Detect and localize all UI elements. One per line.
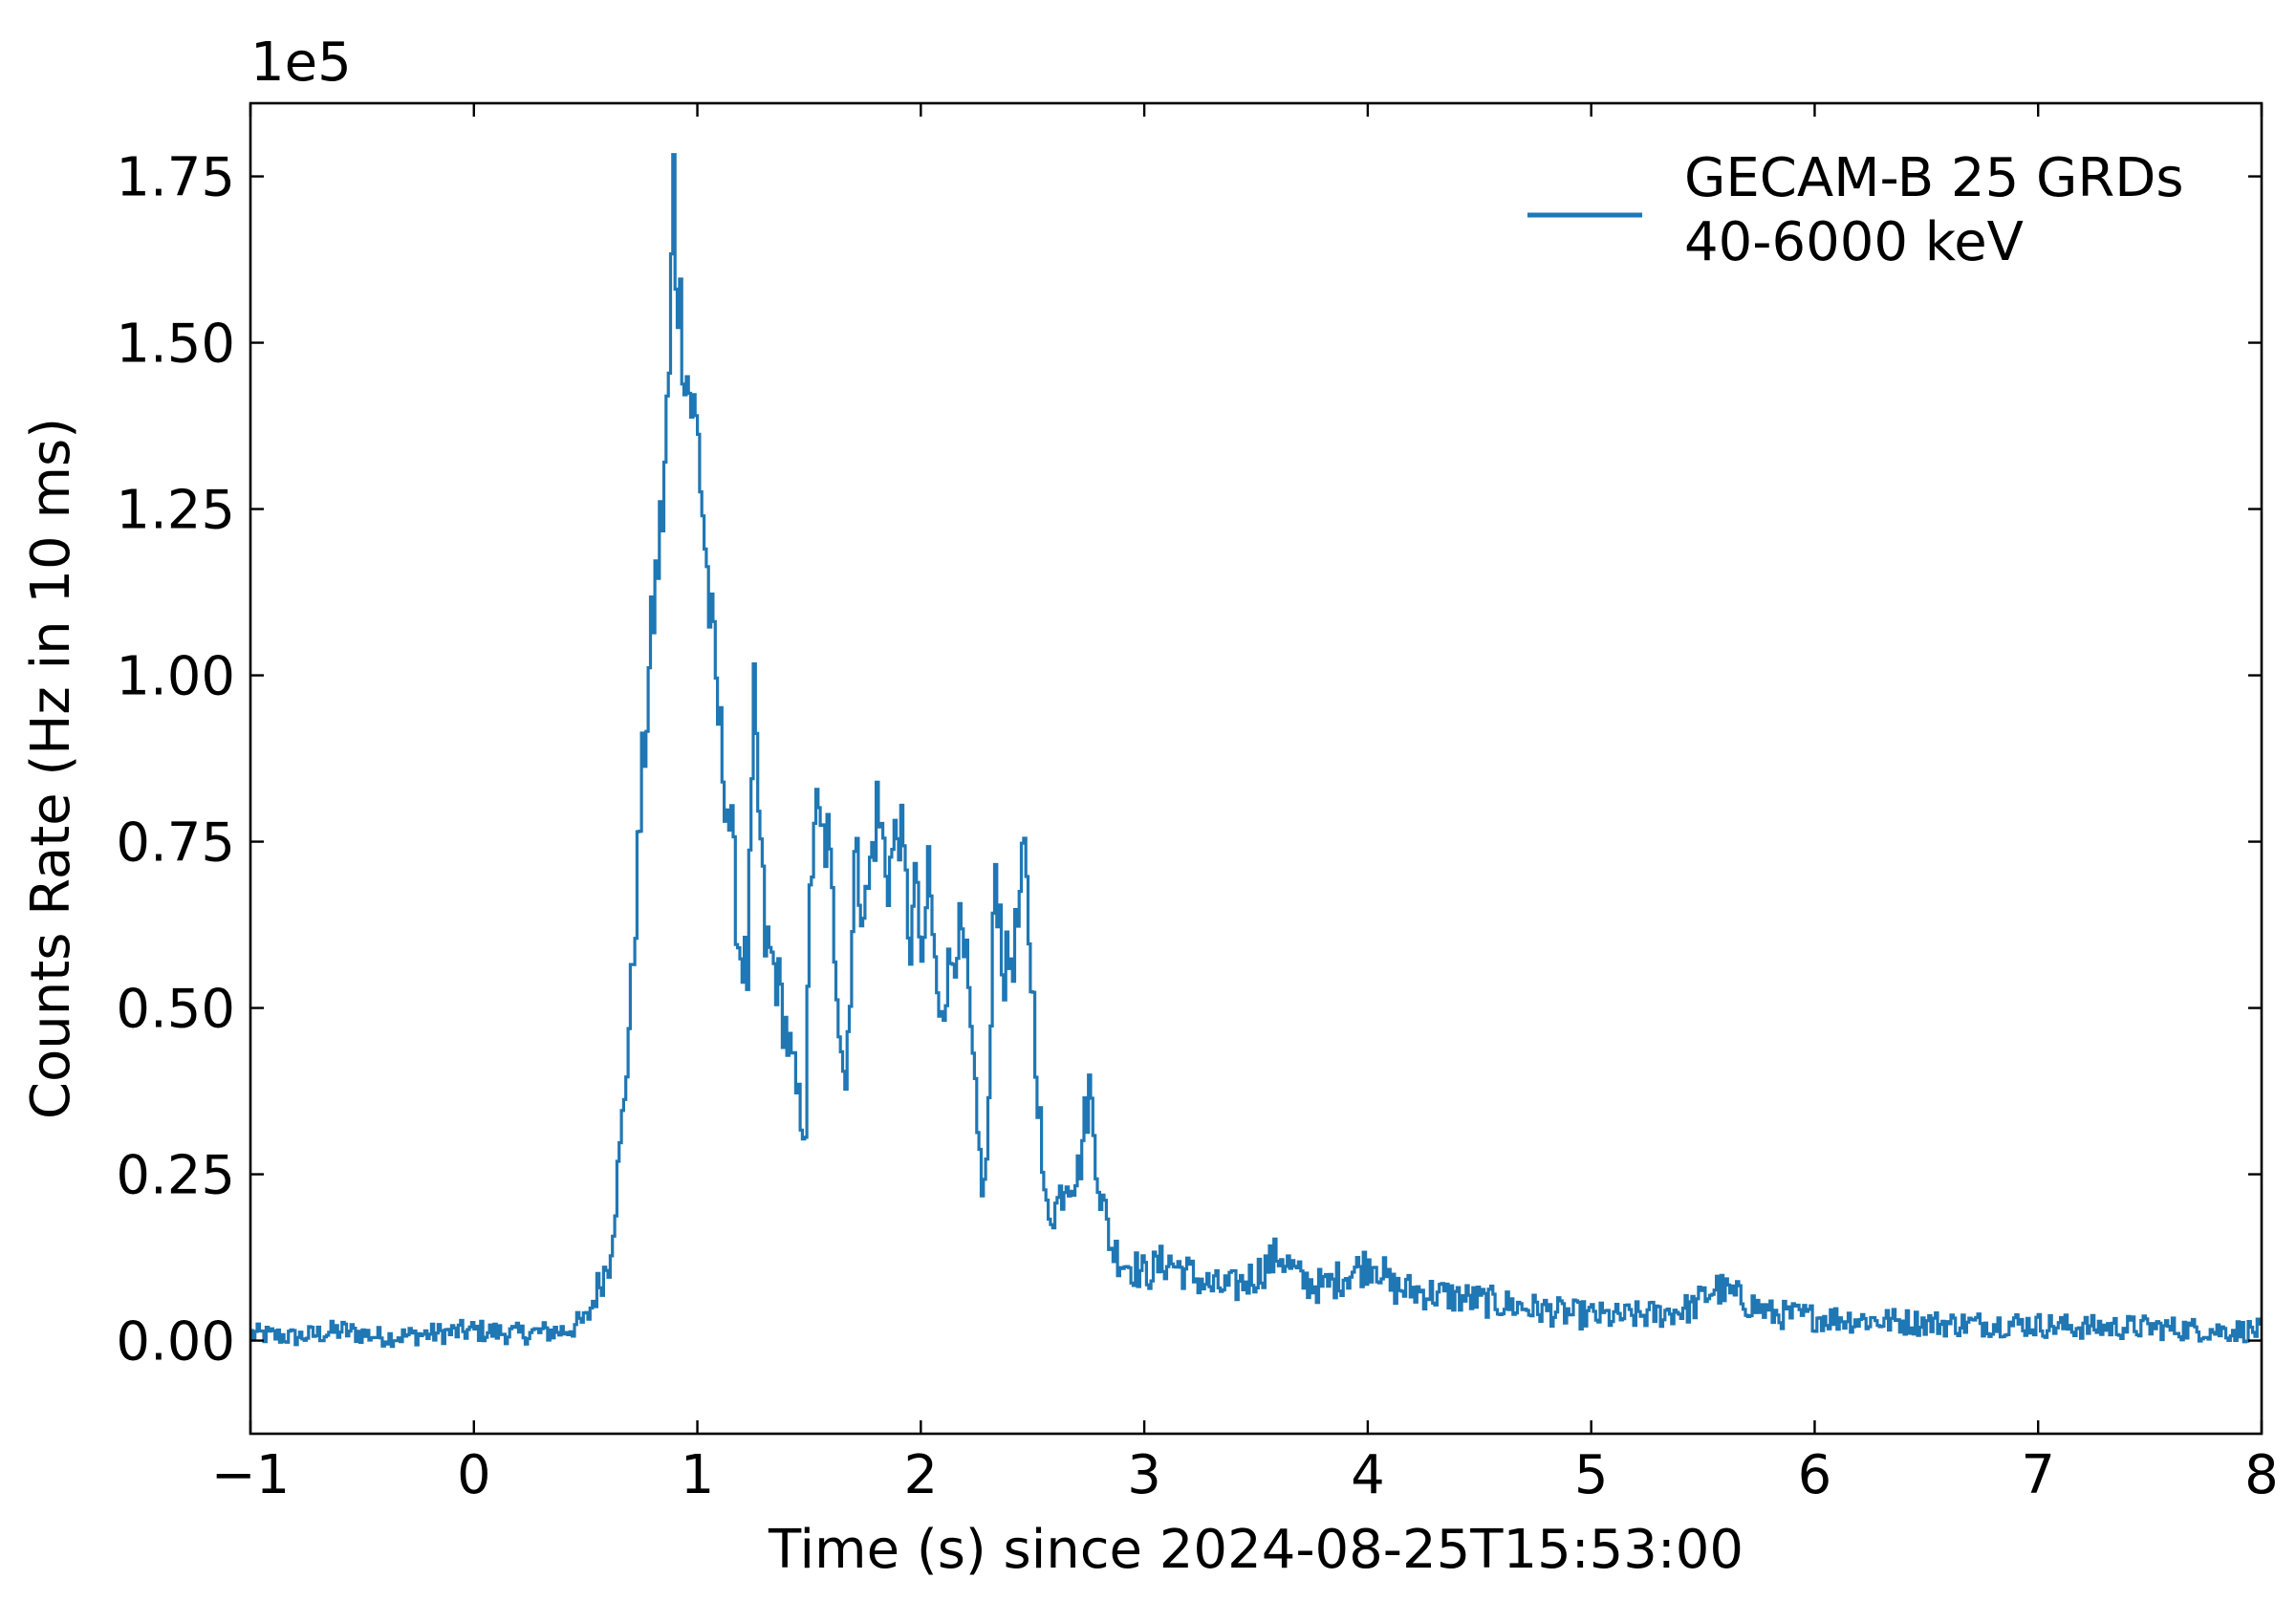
x-tick-label: −1 — [211, 1444, 291, 1506]
legend: GECAM-B 25 GRDs 40-6000 keV — [1527, 147, 2184, 273]
legend-label-line-1: GECAM-B 25 GRDs — [1684, 147, 2184, 209]
series-line — [250, 153, 2262, 1349]
y-tick-label: 1.25 — [116, 480, 235, 542]
x-tick-label: 6 — [1798, 1444, 1832, 1506]
x-tick-label: 2 — [904, 1444, 939, 1506]
x-tick-label: 1 — [681, 1444, 715, 1506]
x-tick-label: 7 — [2021, 1444, 2055, 1506]
y-tick-label: 1.50 — [116, 314, 235, 376]
y-tick-label: 1.00 — [116, 646, 235, 708]
axes-frame — [249, 101, 2264, 1436]
y-tick-label: 1.75 — [116, 147, 235, 209]
y-axis: 0.00 0.25 0.50 0.75 1.00 1.25 1.50 1.75 — [116, 147, 2262, 1374]
y-tick-label: 0.25 — [116, 1145, 235, 1207]
legend-label-line-2: 40-6000 keV — [1684, 211, 2024, 273]
y-offset-label: 1e5 — [250, 32, 352, 94]
x-tick-label: 8 — [2244, 1444, 2279, 1506]
y-tick-label: 0.50 — [116, 979, 235, 1041]
x-tick-label: 4 — [1351, 1444, 1385, 1506]
x-axis-label: Time (s) since 2024-08-25T15:53:00 — [768, 1519, 1744, 1581]
x-tick-label: 0 — [457, 1444, 491, 1506]
x-tick-label: 5 — [1574, 1444, 1609, 1506]
y-tick-label: 0.00 — [116, 1311, 235, 1374]
x-tick-label: 3 — [1127, 1444, 1161, 1506]
plot-area: −1 0 1 2 3 4 5 6 7 8 0.00 0.25 0.50 0.75 1.00 1.25 1.50… — [116, 101, 2279, 1506]
x-axis: −1 0 1 2 3 4 5 6 7 8 — [211, 103, 2279, 1506]
y-axis-label: Counts Rate (Hz in 10 ms) — [20, 418, 82, 1119]
y-tick-label: 0.75 — [116, 812, 235, 875]
series-layer — [250, 153, 2262, 1349]
